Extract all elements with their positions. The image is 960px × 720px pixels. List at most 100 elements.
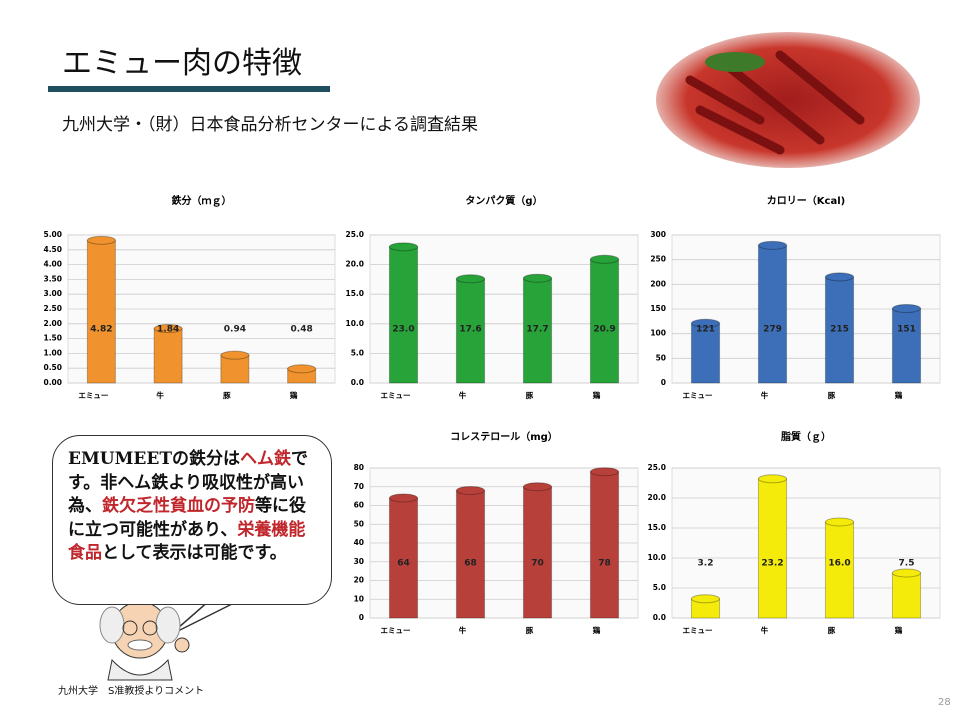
garnish	[705, 52, 765, 72]
slide-title: エミュー肉の特徴	[62, 46, 302, 81]
comment-text: 鉄欠乏性貧血の予防	[102, 496, 255, 516]
data-label: 68	[464, 559, 477, 569]
x-tick-label: エミュー	[683, 391, 713, 400]
bubble-tail	[169, 599, 241, 636]
x-tick-label: エミュー	[683, 626, 713, 635]
bar-top	[589, 254, 620, 264]
y-tick-label: 10.0	[647, 553, 666, 562]
y-tick-label: 15.0	[647, 523, 666, 532]
x-tick-label: 豚	[223, 390, 231, 400]
x-tick-label: エミュー	[381, 391, 411, 400]
bar-top	[589, 467, 620, 477]
data-label: 23.2	[761, 559, 783, 569]
bar-top	[757, 240, 788, 250]
x-tick-label: 牛	[459, 390, 467, 400]
bar-top	[824, 517, 855, 527]
bar-top	[690, 594, 721, 604]
x-tick-label: 牛	[459, 625, 467, 635]
y-tick-label: 3.50	[43, 274, 62, 283]
comment-text: 栄養機能食品	[68, 519, 306, 564]
bar	[388, 246, 419, 384]
bar	[891, 572, 922, 619]
bar	[824, 276, 855, 384]
bar-top	[522, 273, 553, 283]
data-label: 16.0	[828, 559, 850, 569]
x-tick-label: エミュー	[381, 626, 411, 635]
speech-bubble	[52, 435, 332, 605]
y-tick-label: 5.0	[351, 348, 364, 357]
data-label: 78	[598, 559, 611, 569]
x-tick-label: 鶏	[895, 625, 903, 635]
caption: 九州大学 S准教授よりコメント	[58, 686, 205, 697]
professor-illustration	[99, 601, 190, 681]
y-tick-label: 30	[354, 557, 364, 566]
chart-title: カロリー（Kcal)	[767, 194, 845, 207]
y-tick-label: 0.00	[43, 378, 62, 387]
y-tick-label: 25.0	[345, 230, 364, 239]
x-tick-label: 豚	[828, 625, 836, 635]
data-label: 70	[531, 559, 544, 569]
y-tick-label: 20.0	[345, 260, 364, 269]
bar-top	[388, 493, 419, 503]
bar-top	[455, 274, 486, 284]
subtitle: 九州大学・（財）日本食品分析センターによる調査結果	[62, 115, 478, 135]
x-tick-label: 牛	[761, 390, 769, 400]
data-label: 17.7	[526, 325, 548, 335]
x-tick-label: 牛	[761, 625, 769, 635]
y-tick-label: 60	[354, 501, 364, 510]
x-tick-label: 豚	[526, 390, 534, 400]
bar-top	[757, 474, 788, 484]
y-tick-label: 200	[650, 279, 666, 288]
comment-text: です。非ヘム鉄より吸収性が高い為、	[68, 449, 308, 516]
bar-top	[220, 350, 250, 360]
bar	[824, 521, 855, 619]
bar	[522, 277, 553, 384]
data-label: 1.84	[157, 325, 179, 335]
bar-top	[824, 272, 855, 282]
y-tick-label: 5.0	[653, 583, 666, 592]
comment: EMUMEETの鉄分はヘム鉄です。非ヘム鉄より吸収性が高い為、鉄欠乏性貧血の予防…	[68, 448, 320, 566]
bar	[86, 239, 116, 384]
y-tick-label: 70	[354, 482, 364, 491]
x-tick-label: 豚	[526, 625, 534, 635]
y-tick-label: 2.00	[43, 319, 62, 328]
bar	[522, 486, 553, 619]
y-tick-label: 4.00	[43, 260, 62, 269]
y-tick-label: 0	[661, 378, 666, 387]
x-tick-label: 鶏	[290, 390, 298, 400]
data-label: 7.5	[899, 559, 915, 569]
bar-top	[86, 235, 116, 245]
y-tick-label: 300	[650, 230, 666, 239]
bar-top	[690, 318, 721, 328]
y-tick-label: 15.0	[345, 289, 364, 298]
x-tick-label: 鶏	[593, 625, 601, 635]
y-tick-label: 40	[354, 538, 364, 547]
y-tick-label: 5.00	[43, 230, 62, 239]
y-tick-label: 1.00	[43, 348, 62, 357]
comment-text: ヘム鉄	[239, 449, 291, 469]
data-label: 121	[696, 325, 715, 335]
y-tick-label: 100	[650, 329, 666, 338]
y-tick-label: 3.00	[43, 289, 62, 298]
chart-title: コレステロール（mg）	[450, 430, 558, 443]
data-label: 64	[397, 559, 410, 569]
bar-top	[388, 242, 419, 252]
bar	[153, 328, 183, 384]
x-tick-label: 鶏	[593, 390, 601, 400]
data-label: 0.48	[291, 325, 313, 335]
bar	[220, 354, 250, 384]
bar-top	[153, 324, 183, 334]
page-number: 28	[938, 697, 951, 708]
data-label: 20.9	[593, 325, 615, 335]
x-tick-label: 牛	[156, 390, 164, 400]
comment-text: 等に役に立つ可能性があり、	[68, 496, 306, 540]
data-label: 3.2	[698, 559, 714, 569]
chart-title: 脂質（ｇ）	[780, 430, 831, 444]
y-tick-label: 10	[354, 594, 364, 603]
y-tick-label: 2.50	[43, 304, 62, 313]
y-tick-label: 20	[354, 576, 364, 585]
y-tick-label: 20.0	[647, 493, 666, 502]
y-tick-label: 4.50	[43, 245, 62, 254]
